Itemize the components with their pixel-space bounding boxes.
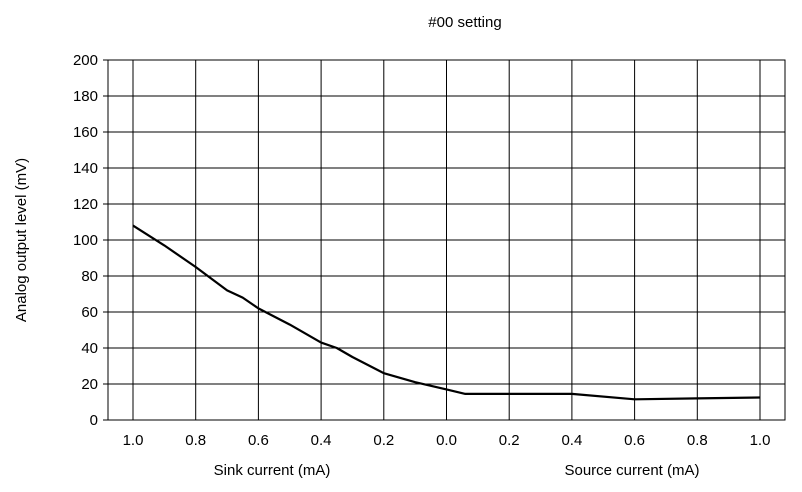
x-tick-label: 0.0 bbox=[436, 432, 457, 449]
x-tick-label: 1.0 bbox=[123, 432, 144, 449]
y-tick-label: 40 bbox=[81, 340, 98, 357]
x-axis-label-source: Source current (mA) bbox=[564, 462, 699, 479]
x-tick-label: 0.8 bbox=[687, 432, 708, 449]
y-tick-label: 80 bbox=[81, 268, 98, 285]
y-tick-label: 200 bbox=[73, 52, 98, 69]
x-axis-label-sink: Sink current (mA) bbox=[214, 462, 331, 479]
x-tick-label: 0.2 bbox=[373, 432, 394, 449]
x-tick-label: 0.4 bbox=[311, 432, 332, 449]
series-line bbox=[132, 224, 761, 401]
y-tick-label: 180 bbox=[73, 88, 98, 105]
x-tick-label: 0.8 bbox=[185, 432, 206, 449]
plot-frame bbox=[107, 59, 786, 421]
y-axis-label: Analog output level (mV) bbox=[13, 158, 30, 322]
y-tick-label: 0 bbox=[90, 412, 98, 429]
x-tick-label: 1.0 bbox=[750, 432, 771, 449]
x-tick-label: 0.2 bbox=[499, 432, 520, 449]
y-tick-label: 100 bbox=[73, 232, 98, 249]
x-tick-label: 0.6 bbox=[624, 432, 645, 449]
y-tick-label: 20 bbox=[81, 376, 98, 393]
y-tick-label: 140 bbox=[73, 160, 98, 177]
y-tick-label: 160 bbox=[73, 124, 98, 141]
y-tick-label: 120 bbox=[73, 196, 98, 213]
x-tick-label: 0.4 bbox=[561, 432, 582, 449]
chart-title: #00 setting bbox=[428, 14, 501, 31]
y-tick-label: 60 bbox=[81, 304, 98, 321]
x-tick-label: 0.6 bbox=[248, 432, 269, 449]
plot-area: 0 20 40 60 80 100 120 140 160 180 200 1.0 0.8 0.6 0.4 0… bbox=[73, 52, 786, 449]
